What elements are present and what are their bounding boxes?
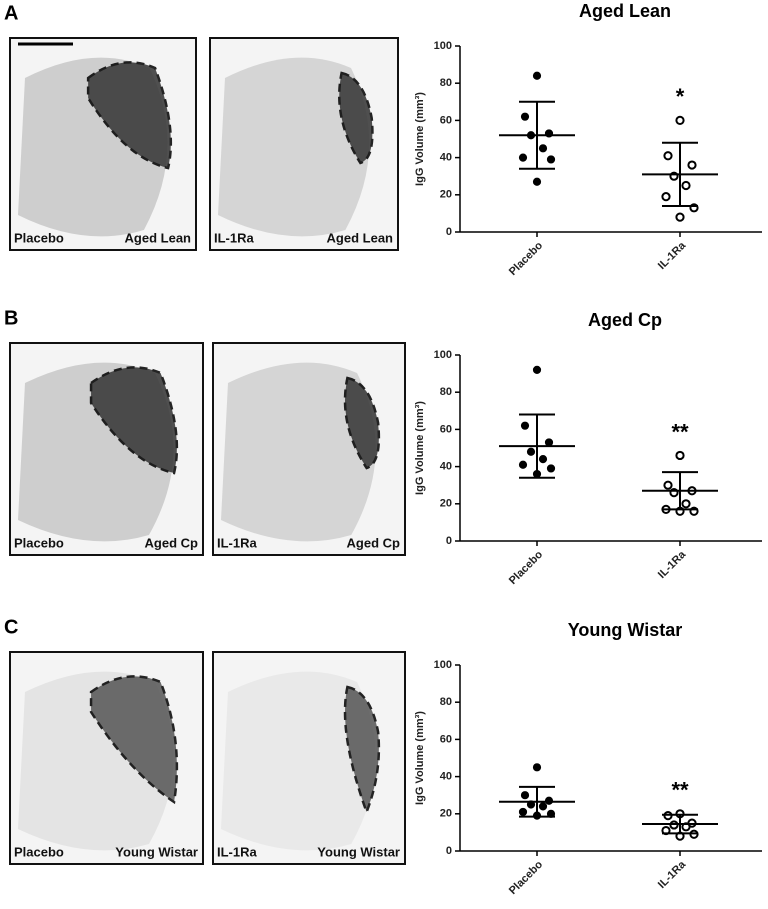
micrograph: Placebo Aged Cp	[9, 342, 204, 556]
y-tick-label: 40	[440, 152, 452, 164]
lesion	[338, 71, 374, 165]
data-point	[538, 802, 548, 811]
panel-letter: B	[4, 307, 18, 329]
data-point	[520, 791, 530, 800]
data-point	[675, 212, 685, 222]
image-label: Placebo	[14, 535, 64, 550]
y-tick-label: 100	[434, 659, 452, 671]
y-tick-label: 0	[446, 226, 452, 238]
tissue	[221, 671, 376, 851]
data-point	[681, 180, 691, 191]
y-tick-label: 80	[440, 386, 452, 398]
image-label: Placebo	[14, 230, 64, 245]
image-label: IL-1Ra	[217, 844, 258, 859]
x-tick-label: Placebo	[507, 858, 546, 897]
lesion	[343, 376, 381, 470]
y-tick-label: 20	[440, 498, 452, 510]
data-point	[546, 464, 556, 473]
lesion	[86, 61, 173, 170]
data-point	[526, 447, 536, 456]
tissue	[218, 57, 370, 237]
y-tick-label: 60	[440, 733, 452, 745]
error-bar	[519, 100, 555, 170]
y-tick-label: 60	[440, 114, 452, 126]
y-axis-label: IgG Volume (mm³)	[414, 401, 426, 495]
lesion	[89, 366, 179, 475]
x-tick-label: IL-1Ra	[656, 239, 689, 272]
y-tick-label: 100	[434, 40, 452, 52]
micrograph: IL-1Ra Young Wistar	[212, 651, 406, 865]
x-tick-label: Placebo	[507, 548, 546, 587]
y-tick-label: 40	[440, 771, 452, 783]
data-point	[663, 480, 673, 490]
tissue	[221, 362, 376, 542]
data-point	[532, 365, 542, 374]
data-point	[538, 455, 548, 464]
y-axis-label: IgG Volume (mm³)	[414, 711, 426, 805]
data-point	[546, 155, 556, 164]
data-point	[532, 763, 542, 772]
data-point	[520, 421, 530, 430]
y-tick-label: 0	[446, 845, 452, 857]
micrograph: Placebo Aged Lean	[9, 37, 197, 251]
data-point	[661, 192, 671, 202]
y-tick-label: 20	[440, 808, 452, 820]
micrograph: Placebo Young Wistar	[9, 651, 204, 865]
data-point	[518, 460, 528, 469]
data-point	[518, 153, 528, 162]
y-tick-label: 60	[440, 423, 452, 435]
data-point	[532, 177, 542, 186]
image-label: Placebo	[14, 844, 64, 859]
image-label: IL-1Ra	[217, 535, 258, 550]
y-tick-label: 80	[440, 696, 452, 708]
y-tick-label: 100	[434, 349, 452, 361]
chart-title: Aged Cp	[588, 310, 662, 330]
data-point	[687, 160, 697, 170]
micrograph: IL-1Ra Aged Lean	[209, 37, 399, 251]
chart-title: Aged Lean	[579, 1, 671, 21]
data-point	[518, 807, 528, 817]
data-point	[675, 115, 685, 126]
image-label: IL-1Ra	[214, 230, 255, 245]
data-point	[663, 151, 673, 161]
data-point	[520, 112, 530, 121]
image-label: Aged Lean	[125, 230, 192, 245]
image-label: Aged Cp	[145, 535, 199, 550]
micrograph: IL-1Ra Aged Cp	[212, 342, 406, 556]
y-tick-label: 0	[446, 535, 452, 547]
panel-letter: C	[4, 616, 18, 638]
image-label: Aged Lean	[327, 230, 394, 245]
x-tick-label: Placebo	[507, 239, 546, 278]
error-bar	[519, 413, 555, 479]
x-tick-label: IL-1Ra	[656, 858, 689, 891]
panel-letter: A	[4, 2, 18, 24]
data-point	[681, 499, 691, 509]
image-label: Aged Cp	[347, 535, 401, 550]
significance: **	[671, 419, 689, 444]
data-point	[538, 144, 548, 153]
significance: **	[671, 778, 689, 803]
error-bar	[519, 785, 555, 818]
lesion	[89, 675, 179, 805]
y-tick-label: 20	[440, 189, 452, 201]
error-bar	[662, 141, 698, 207]
error-bar	[662, 813, 698, 835]
image-label: Young Wistar	[317, 844, 400, 859]
data-point	[544, 438, 554, 447]
y-tick-label: 40	[440, 461, 452, 473]
data-point	[675, 450, 685, 461]
x-tick-label: IL-1Ra	[656, 548, 689, 581]
significance: *	[676, 84, 685, 109]
data-point	[532, 71, 542, 80]
error-bar	[662, 471, 698, 511]
chart-title: Young Wistar	[568, 620, 683, 640]
y-tick-label: 80	[440, 77, 452, 89]
y-axis-label: IgG Volume (mm³)	[414, 92, 426, 186]
image-label: Young Wistar	[115, 844, 198, 859]
lesion	[343, 685, 381, 816]
